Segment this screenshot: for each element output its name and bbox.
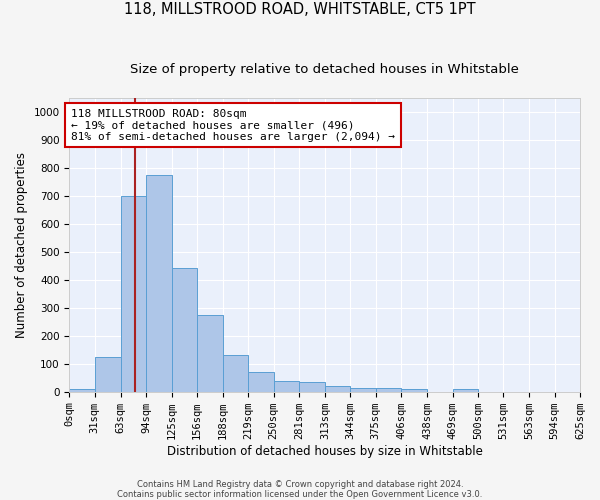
X-axis label: Distribution of detached houses by size in Whitstable: Distribution of detached houses by size …	[167, 444, 482, 458]
Bar	[121, 196, 146, 392]
Text: Contains HM Land Registry data © Crown copyright and database right 2024.
Contai: Contains HM Land Registry data © Crown c…	[118, 480, 482, 499]
Bar	[452, 390, 478, 392]
Bar	[197, 314, 223, 392]
Bar	[172, 268, 197, 392]
Bar	[95, 356, 121, 392]
Text: 118 MILLSTROOD ROAD: 80sqm
← 19% of detached houses are smaller (496)
81% of sem: 118 MILLSTROOD ROAD: 80sqm ← 19% of deta…	[71, 108, 395, 142]
Bar	[274, 381, 299, 392]
Y-axis label: Number of detached properties: Number of detached properties	[15, 152, 28, 338]
Text: 118, MILLSTROOD ROAD, WHITSTABLE, CT5 1PT: 118, MILLSTROOD ROAD, WHITSTABLE, CT5 1P…	[124, 2, 476, 18]
Bar	[299, 382, 325, 392]
Bar	[325, 386, 350, 392]
Title: Size of property relative to detached houses in Whitstable: Size of property relative to detached ho…	[130, 62, 519, 76]
Bar	[70, 390, 95, 392]
Bar	[223, 356, 248, 392]
Bar	[248, 372, 274, 392]
Bar	[350, 388, 376, 392]
Bar	[401, 390, 427, 392]
Bar	[376, 388, 401, 392]
Bar	[146, 174, 172, 392]
